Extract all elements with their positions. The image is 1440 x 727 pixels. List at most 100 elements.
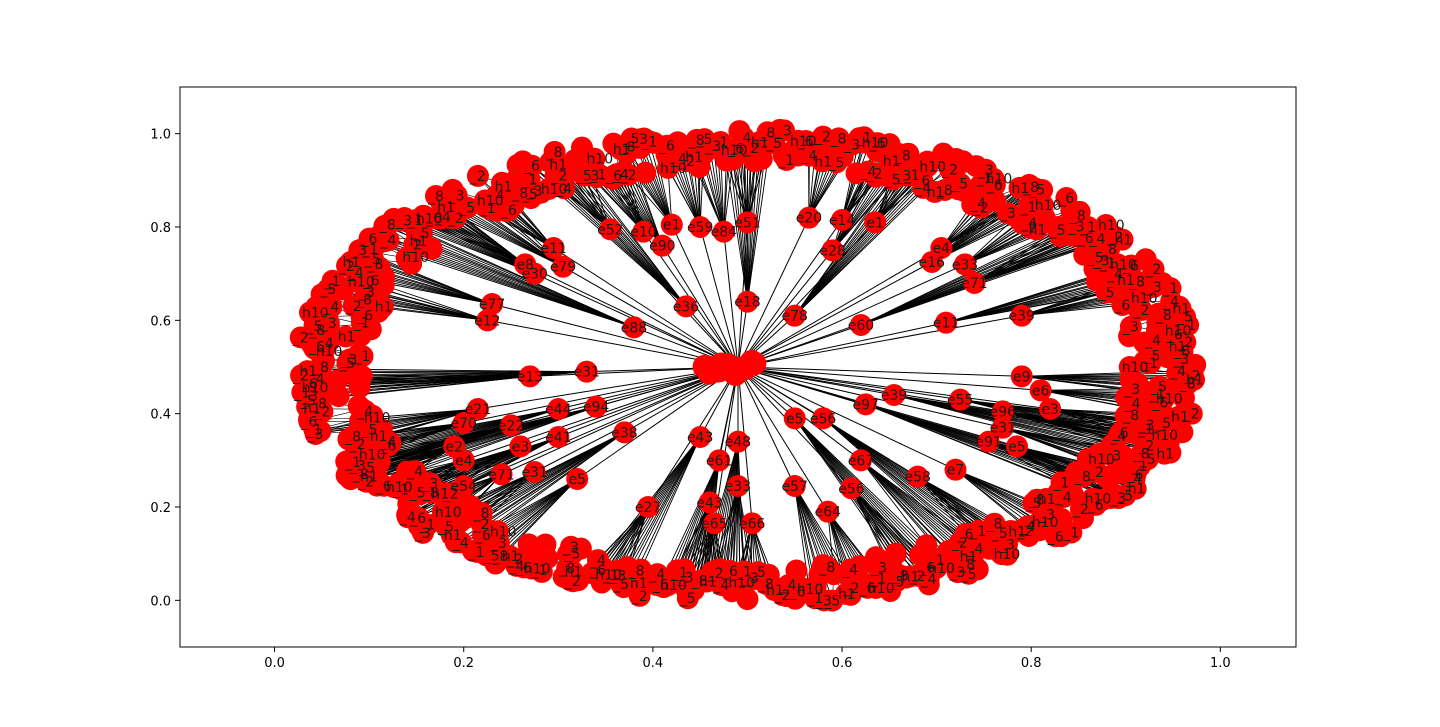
node-label: _8 <box>1028 493 1045 509</box>
node-label: _8 <box>511 186 528 202</box>
node-label: _1 <box>353 316 370 332</box>
graph-node-inner <box>637 496 660 518</box>
graph-node-inner <box>509 435 532 458</box>
node-label: _5 <box>765 136 782 152</box>
node-label: _2 <box>972 201 989 217</box>
graph-node-inner <box>854 393 877 416</box>
graph-node-inner <box>821 239 844 262</box>
node-label: h1 <box>1171 410 1189 426</box>
node-label: _4 <box>1144 333 1161 349</box>
node-label: e28 <box>819 243 845 259</box>
edge-inner-outer <box>860 460 949 552</box>
node-label: _5 <box>887 574 904 590</box>
node-label: _6 <box>859 581 876 597</box>
node-label: _8 <box>691 574 708 590</box>
node-label: e67 <box>848 453 874 469</box>
node-label: _1 <box>1148 387 1165 403</box>
node-label: _3 <box>1109 491 1126 507</box>
node-label: e1 <box>663 218 681 234</box>
graph-node-outer <box>377 434 400 457</box>
node-label: _6 <box>957 527 974 543</box>
x-tick-label: 0.8 <box>1021 656 1042 671</box>
node-label: _3 <box>414 526 431 542</box>
node-label: _1 <box>671 565 688 581</box>
node-label: h10 <box>364 411 391 427</box>
edge-inner-outer <box>794 166 928 316</box>
graph-node-outer <box>845 162 868 185</box>
graph-node-inner <box>500 414 523 437</box>
node-label: _6 <box>869 136 886 152</box>
node-label: e77 <box>479 297 505 313</box>
node-label: _1 <box>344 455 361 471</box>
node-label: _4 <box>1109 429 1126 445</box>
node-label: _2 <box>292 368 309 384</box>
node-label: _3 <box>999 206 1016 222</box>
node-label: e9 <box>1013 369 1031 385</box>
node-label: _2 <box>338 259 355 275</box>
y-tick-label: 0.4 <box>150 408 171 423</box>
node-label: _6 <box>1087 498 1104 514</box>
edge-inner-outer <box>675 160 701 228</box>
node-label: _4 <box>452 535 469 551</box>
node-label: _5 <box>458 201 475 217</box>
node-label: h1 <box>1008 525 1026 541</box>
edge-inner-outer <box>851 488 918 577</box>
node-label: _1 <box>976 171 993 187</box>
graph-node-inner <box>523 461 546 483</box>
node-label: _1 <box>1020 200 1037 216</box>
graph-node-inner <box>518 365 541 388</box>
graph-node-inner <box>991 400 1014 423</box>
edge-inner-outer <box>332 371 587 393</box>
node-label: _8 <box>1122 408 1139 424</box>
edge-inner-outer <box>613 175 663 246</box>
graph-node-inner <box>689 426 712 448</box>
axis-ticks: 0.0 0.2 0.4 0.6 0.8 1.0 0.0 0.2 0.4 0.6 0.8 1.0 <box>150 128 1230 671</box>
node-label: _2 <box>1145 262 1162 278</box>
edge-hub-inner <box>737 366 1022 377</box>
graph-node-outer <box>1102 463 1125 486</box>
edge-hub-inner <box>723 231 739 368</box>
node-label: _2 <box>707 566 724 582</box>
node-label: _8 <box>355 293 372 309</box>
graph-node-hub <box>732 356 757 381</box>
node-label: _8 <box>1155 308 1172 324</box>
graph-node-inner <box>883 384 906 406</box>
node-label: _8 <box>688 133 705 149</box>
node-label: _4 <box>399 510 416 526</box>
graph-node-outer <box>785 559 808 582</box>
node-label: _5 <box>413 226 430 242</box>
node-label: _3 <box>340 352 357 368</box>
node-label: e56 <box>810 411 837 427</box>
graph-node-outer <box>1119 368 1142 391</box>
node-label: e4 <box>933 241 951 257</box>
node-label: e20 <box>796 211 822 227</box>
node-label: _8 <box>1074 470 1091 486</box>
edge-inner-outer <box>851 488 897 555</box>
node-label: _4 <box>406 464 423 480</box>
node-label: e96 <box>990 404 1017 420</box>
edge-hub-inner <box>477 366 739 410</box>
edge-inner-outer <box>964 216 1017 265</box>
node-label: _2 <box>357 475 374 491</box>
edge-inner-outer <box>648 141 673 225</box>
node-label: _2 <box>349 437 366 453</box>
node-label: e7 <box>947 463 965 479</box>
node-label: e36 <box>673 299 700 315</box>
graph-node-inner <box>949 388 972 411</box>
graph-node-inner <box>783 475 806 497</box>
node-label: _4 <box>317 336 334 352</box>
node-label: h10 <box>928 561 955 577</box>
node-label: _3 <box>395 214 412 230</box>
node-label: _4 <box>308 372 325 388</box>
graph-node-inner <box>812 407 835 430</box>
graph-node-inner <box>613 421 636 444</box>
node-label: _8 <box>894 148 911 164</box>
node-label: _3 <box>609 569 626 585</box>
node-label: e11 <box>540 241 566 257</box>
node-label: _3 <box>421 476 438 492</box>
edge-inner-outer <box>1021 375 1133 390</box>
node-label: e6 <box>1032 383 1050 399</box>
graph-node-inner <box>741 512 764 535</box>
node-label: _8 <box>1128 275 1145 291</box>
node-label: _4 <box>859 165 876 181</box>
